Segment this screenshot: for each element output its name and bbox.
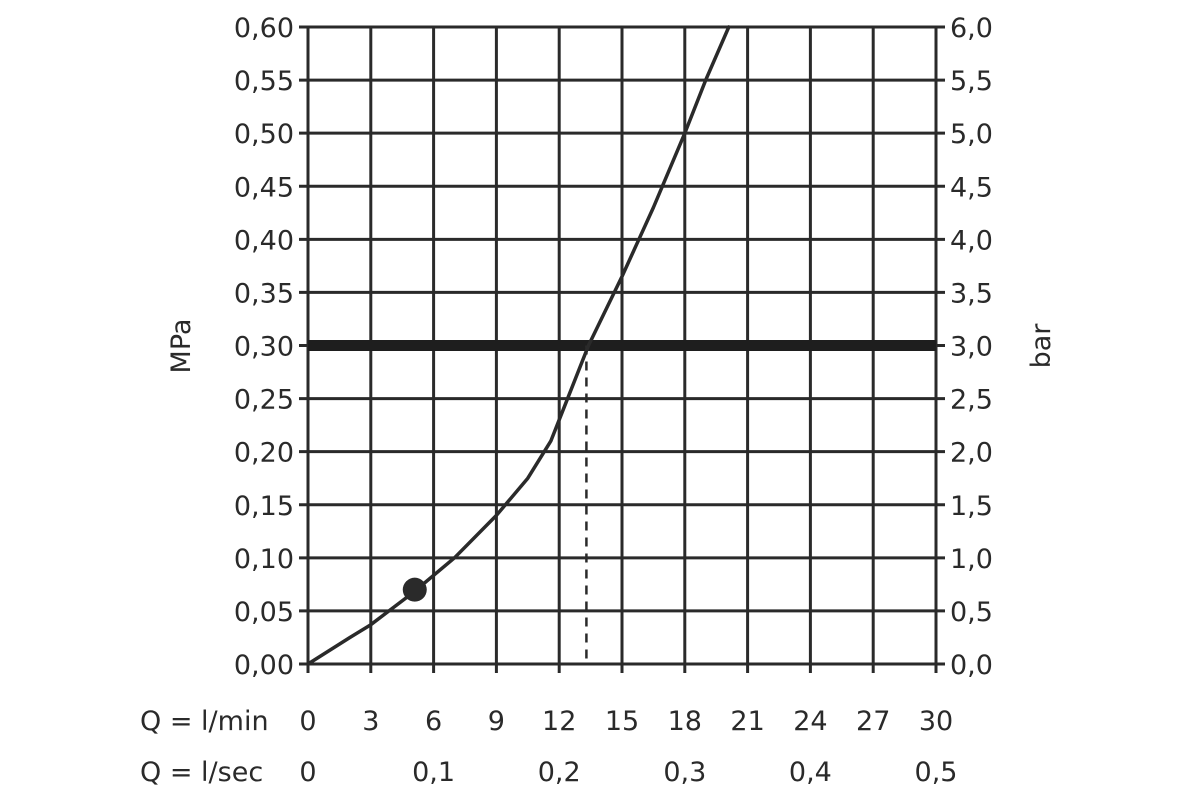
y-tick-label-left: 0,45 xyxy=(234,172,294,203)
x-tick-label-primary: 6 xyxy=(425,706,442,737)
y-tick-label-left: 0,40 xyxy=(234,225,294,256)
y-tick-label-right: 2,0 xyxy=(950,438,993,469)
y-tick-label-left: 0,20 xyxy=(234,438,294,469)
y-tick-label-right: 2,5 xyxy=(950,385,993,416)
x-tick-label-primary: 18 xyxy=(668,706,702,737)
y-tick-label-right: 3,0 xyxy=(950,332,993,363)
y-tick-label-right: 4,0 xyxy=(950,225,993,256)
x-tick-label-primary: 27 xyxy=(856,706,890,737)
x-tick-label-secondary: 0,4 xyxy=(789,757,832,788)
x-axis-label-primary: Q = l/min xyxy=(140,706,269,737)
marker-point xyxy=(402,577,427,602)
reference-layer xyxy=(308,340,936,664)
x-tick-label-secondary: 0,5 xyxy=(915,757,958,788)
series-line xyxy=(306,25,731,666)
y-tick-label-left: 0,15 xyxy=(234,491,294,522)
x-tick-label-secondary: 0 xyxy=(299,757,316,788)
y-tick-label-left: 0,25 xyxy=(234,385,294,416)
y-tick-label-left: 0,50 xyxy=(234,119,294,150)
x-tick-label-secondary: 0,3 xyxy=(663,757,706,788)
x-tick-label-primary: 30 xyxy=(919,706,953,737)
y-tick-label-left: 0,35 xyxy=(234,278,294,309)
y-tick-label-right: 5,5 xyxy=(950,66,993,97)
tick-labels: 0,000,050,100,150,200,250,300,350,400,45… xyxy=(234,13,993,788)
y-axis-label-left: MPa xyxy=(166,319,197,374)
y-tick-label-left: 0,00 xyxy=(234,650,294,681)
x-tick-label-secondary: 0,1 xyxy=(412,757,455,788)
x-axis-label-secondary: Q = l/sec xyxy=(140,757,263,788)
x-tick-label-primary: 9 xyxy=(488,706,505,737)
y-tick-label-left: 0,05 xyxy=(234,597,294,628)
x-tick-label-primary: 12 xyxy=(542,706,576,737)
x-tick-label-primary: 24 xyxy=(793,706,827,737)
x-tick-label-primary: 0 xyxy=(299,706,316,737)
x-tick-label-primary: 21 xyxy=(730,706,764,737)
y-tick-label-right: 5,0 xyxy=(950,119,993,150)
x-tick-label-primary: 15 xyxy=(605,706,639,737)
y-tick-label-left: 0,10 xyxy=(234,544,294,575)
x-tick-label-primary: 3 xyxy=(362,706,379,737)
y-axis-label-right: bar xyxy=(1026,323,1057,369)
y-tick-label-right: 3,5 xyxy=(950,278,993,309)
y-tick-label-right: 0,5 xyxy=(950,597,993,628)
y-tick-label-left: 0,55 xyxy=(234,66,294,97)
y-tick-label-left: 0,60 xyxy=(234,13,294,44)
y-tick-label-right: 4,5 xyxy=(950,172,993,203)
y-tick-label-right: 6,0 xyxy=(950,13,993,44)
series-layer xyxy=(306,25,731,666)
y-tick-label-left: 0,30 xyxy=(234,332,294,363)
y-tick-label-right: 1,0 xyxy=(950,544,993,575)
y-tick-label-right: 1,5 xyxy=(950,491,993,522)
y-tick-label-right: 0,0 xyxy=(950,650,993,681)
x-tick-label-secondary: 0,2 xyxy=(538,757,581,788)
